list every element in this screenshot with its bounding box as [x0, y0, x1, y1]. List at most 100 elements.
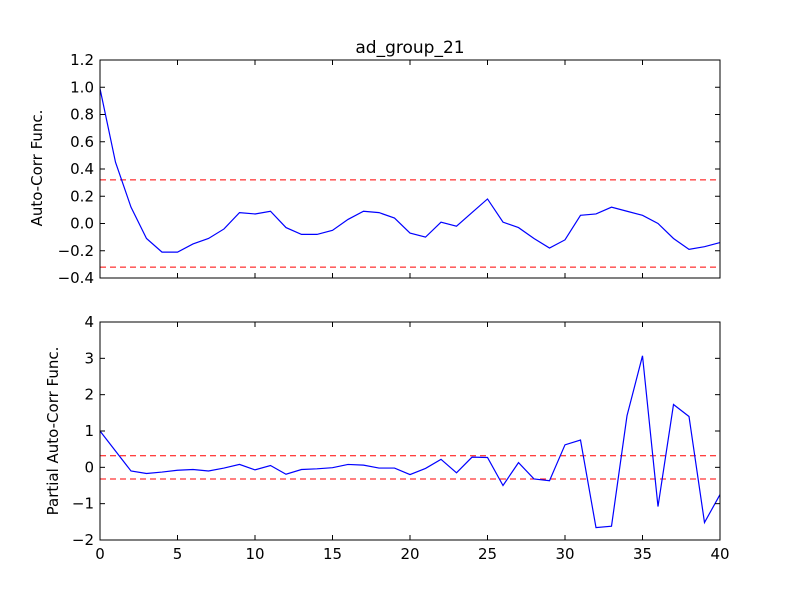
acf-data-point — [192, 243, 194, 245]
acf-data-point — [440, 221, 442, 223]
pacf-x-tick-label: 20 — [400, 545, 419, 563]
acf-data-point — [331, 229, 333, 231]
pacf-data-point — [517, 461, 519, 463]
acf-data-point — [517, 226, 519, 228]
pacf-data-point — [378, 467, 380, 469]
pacf-x-tick-label: 30 — [555, 545, 574, 563]
pacf-data-point — [331, 466, 333, 468]
pacf-data-point — [688, 415, 690, 417]
pacf-data-point — [269, 464, 271, 466]
acf-data-point — [300, 233, 302, 235]
acf-y-tick-label: 0.6 — [70, 133, 94, 151]
pacf-data-point — [114, 450, 116, 452]
acf-data-point — [145, 237, 147, 239]
pacf-data-point — [254, 469, 256, 471]
pacf-data-point — [238, 463, 240, 465]
acf-data-point — [626, 210, 628, 212]
pacf-data-point — [223, 467, 225, 469]
acf-data-point — [161, 251, 163, 253]
acf-data-point — [269, 210, 271, 212]
acf-data-point — [347, 218, 349, 220]
acf-data-point — [703, 245, 705, 247]
pacf-y-axis-label: Partial Auto-Corr Func. — [44, 347, 62, 516]
pacf-data-point — [595, 526, 597, 528]
acf-data-point — [548, 247, 550, 249]
pacf-x-tick-label: 35 — [633, 545, 652, 563]
pacf-data-point — [502, 484, 504, 486]
acf-y-tick-label: −0.4 — [58, 269, 94, 287]
acf-data-point — [533, 237, 535, 239]
chart-title: ad_group_21 — [355, 38, 464, 58]
pacf-data-point — [440, 458, 442, 460]
pacf-data-point — [362, 464, 364, 466]
acf-data-point — [362, 210, 364, 212]
pacf-x-tick-label: 25 — [478, 545, 497, 563]
acf-data-point — [502, 221, 504, 223]
pacf-data-point — [347, 463, 349, 465]
pacf-data-point — [610, 525, 612, 527]
acf-data-point — [641, 214, 643, 216]
pacf-y-tick-label: −2 — [72, 531, 94, 549]
acf-data-point — [316, 233, 318, 235]
pacf-y-tick-label: 2 — [84, 386, 94, 404]
pacf-data-point — [393, 467, 395, 469]
acf-data-point — [564, 239, 566, 241]
pacf-x-tick-label: 40 — [710, 545, 729, 563]
pacf-data-point — [672, 403, 674, 405]
pacf-data-point — [409, 473, 411, 475]
pacf-data-point — [641, 355, 643, 357]
acf-y-tick-label: −0.2 — [58, 242, 94, 260]
pacf-data-point — [657, 505, 659, 507]
acf-data-point — [254, 213, 256, 215]
pacf-series-line — [99, 355, 721, 529]
pacf-x-tick-label: 10 — [245, 545, 264, 563]
acf-data-point — [223, 228, 225, 230]
pacf-data-point — [424, 467, 426, 469]
acf-data-point — [285, 226, 287, 228]
acf-data-point — [409, 232, 411, 234]
pacf-data-point — [161, 471, 163, 473]
pacf-y-tick-label: 3 — [84, 349, 94, 367]
acf-data-point — [595, 213, 597, 215]
pacf-x-tick-label: 5 — [173, 545, 183, 563]
acf-data-point — [657, 222, 659, 224]
pacf-data-point — [130, 470, 132, 472]
pacf-y-tick-label: 0 — [84, 458, 94, 476]
acf-data-point — [424, 236, 426, 238]
acf-data-point — [207, 237, 209, 239]
acf-data-point — [393, 217, 395, 219]
acf-y-tick-label: 0.2 — [70, 187, 94, 205]
pacf-data-point — [703, 521, 705, 523]
pacf-data-point — [285, 473, 287, 475]
acf-y-tick-label: 0.8 — [70, 106, 94, 124]
acf-data-point — [238, 211, 240, 213]
pacf-data-point — [486, 456, 488, 458]
acf-data-point — [486, 198, 488, 200]
acf-data-point — [610, 206, 612, 208]
pacf-data-point — [207, 470, 209, 472]
acf-y-tick-label: 1.0 — [70, 78, 94, 96]
pacf-data-point — [316, 468, 318, 470]
acf-data-point — [114, 161, 116, 163]
pacf-data-point — [176, 469, 178, 471]
acf-data-point — [378, 211, 380, 213]
acf-data-point — [176, 251, 178, 253]
pacf-y-tick-label: −1 — [72, 495, 94, 513]
acf-panel: −0.4 −0.2 0.0 0.2 0.4 0.6 0.8 1.0 1.2 — [58, 51, 721, 287]
acf-y-axis-label: Auto-Corr Func. — [28, 110, 46, 227]
acf-series-line — [99, 88, 721, 253]
pacf-data-point — [579, 439, 581, 441]
acf-data-point — [672, 237, 674, 239]
acf-y-tick-label: 0.4 — [70, 160, 94, 178]
acf-data-point — [130, 206, 132, 208]
pacf-x-tick-label: 0 — [95, 545, 105, 563]
acf-data-point — [579, 214, 581, 216]
acf-y-tick-label: 1.2 — [70, 51, 94, 69]
acf-y-tick-label: 0.0 — [70, 215, 94, 233]
pacf-x-tick-label: 15 — [323, 545, 342, 563]
pacf-data-point — [626, 415, 628, 417]
pacf-data-point — [471, 456, 473, 458]
pacf-data-point — [564, 444, 566, 446]
acf-data-point — [471, 211, 473, 213]
